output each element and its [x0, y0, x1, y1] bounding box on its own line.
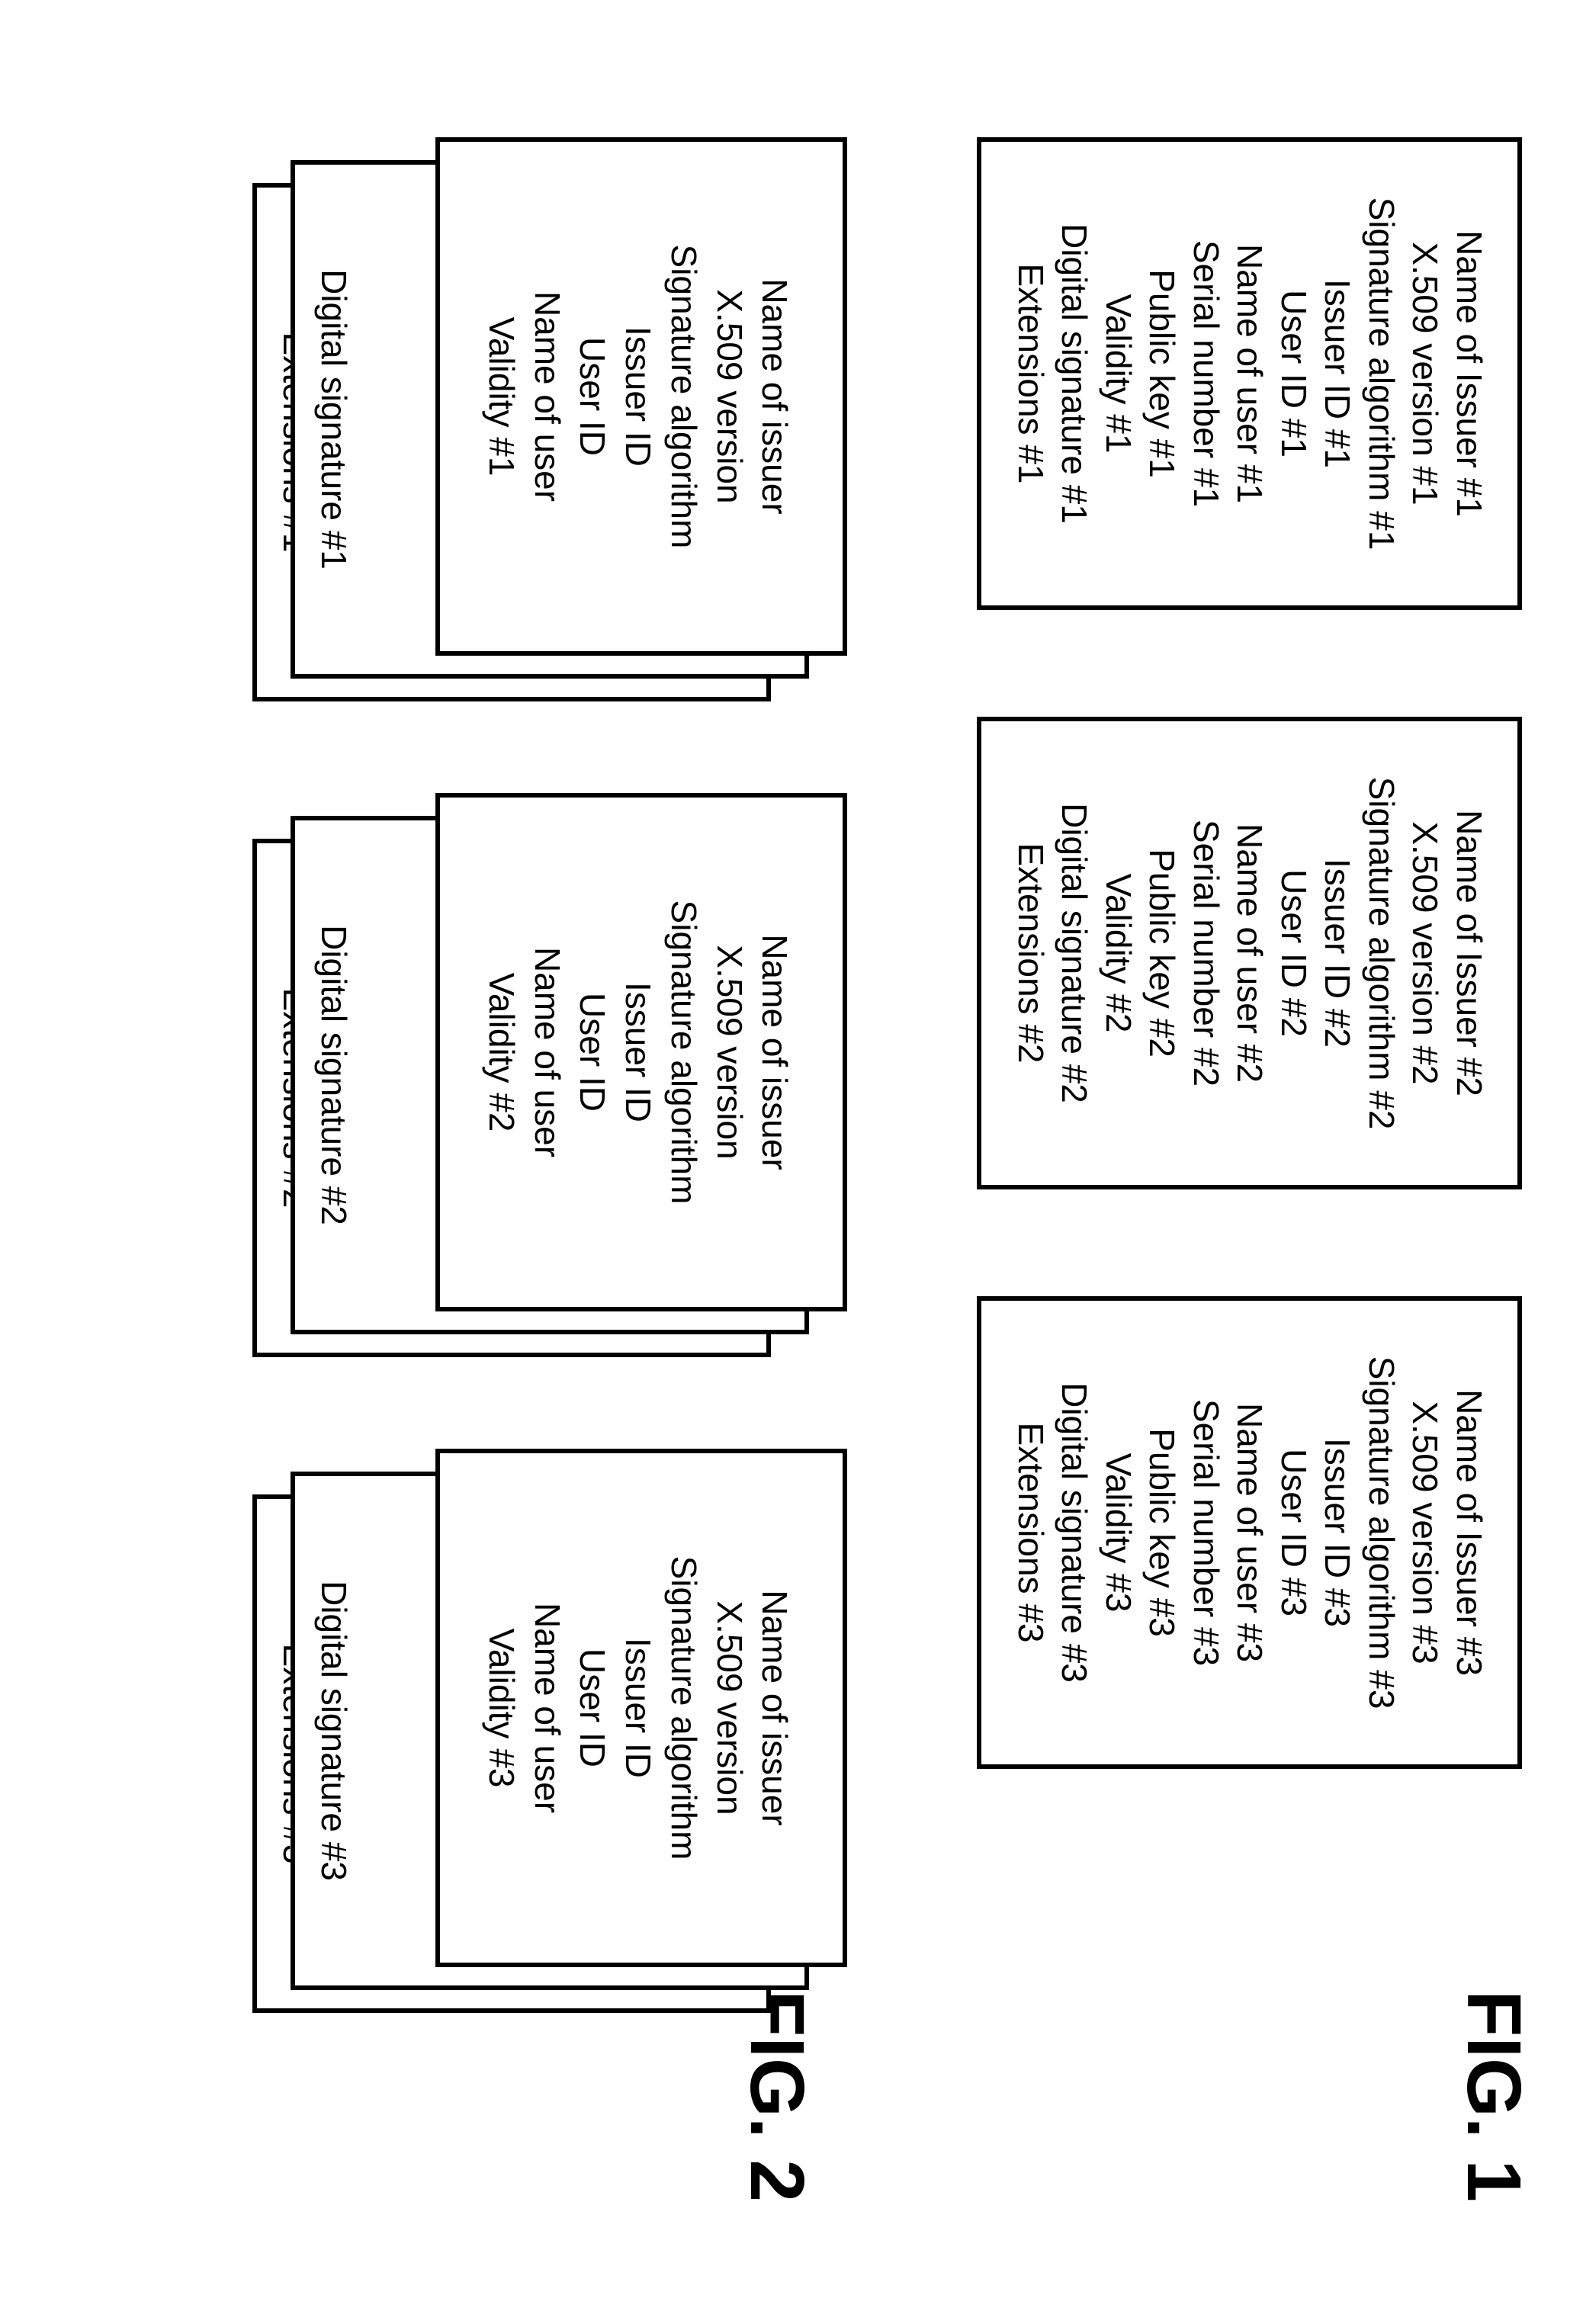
cert-field-line: X.509 version #1 — [1403, 242, 1447, 505]
cert-field-line: Name of user — [524, 1603, 570, 1813]
cert-field-line: Signature algorithm — [660, 1556, 706, 1860]
cert-field-line: User ID #1 — [1272, 290, 1316, 457]
fig2-row: Extensions #1 Digital signature #1 Name … — [253, 137, 848, 2233]
cert-field-line: Validity #3 — [1097, 1453, 1141, 1613]
cert-field-line: Name of issuer — [752, 278, 798, 514]
cert-field-line: Issuer ID #2 — [1315, 859, 1360, 1048]
cert-field-line: Signature algorithm #2 — [1360, 777, 1404, 1130]
cert-field-line: X.509 version — [706, 289, 752, 503]
cert-field-line: X.509 version #3 — [1403, 1401, 1447, 1664]
cert-field-line: User ID #2 — [1272, 869, 1316, 1037]
cert-field-line: Issuer ID — [615, 326, 660, 467]
stack-3-front: Name of issuerX.509 versionSignature alg… — [436, 1449, 848, 1967]
cert-field-line: User ID #3 — [1272, 1449, 1316, 1616]
fig1-row: Name of Issuer #1X.509 version #1Signatu… — [978, 137, 1523, 2233]
certificate-box-3: Name of Issuer #3X.509 version #3Signatu… — [978, 1296, 1523, 1769]
cert-field-line: X.509 version #2 — [1403, 821, 1447, 1084]
cert-field-line: Serial number #1 — [1184, 240, 1228, 507]
diagram-canvas: FIG. 1 Name of Issuer #1X.509 version #1… — [0, 0, 1583, 2324]
cert-field-line: User ID — [570, 337, 615, 456]
cert-field-line: Signature algorithm #3 — [1360, 1356, 1404, 1709]
cert-field-line: Digital signature #1 — [1052, 223, 1097, 524]
cert-field-line: Digital signature #2 — [1052, 803, 1097, 1103]
cert-field-line: X.509 version — [706, 945, 752, 1159]
cert-field-line: Signature algorithm — [660, 900, 706, 1205]
cert-field-line: Serial number #3 — [1184, 1399, 1228, 1666]
cert-field-line: Extensions #2 — [1009, 843, 1053, 1064]
certificate-box-2: Name of Issuer #2X.509 version #2Signatu… — [978, 717, 1523, 1189]
cert-field-line: Validity #1 — [1097, 294, 1141, 454]
cert-field-line: Name of issuer — [752, 1590, 798, 1825]
cert-field-line: User ID — [570, 1648, 615, 1767]
stack-1-front: Name of issuerX.509 versionSignature alg… — [436, 137, 848, 656]
stack-2-front: Name of issuerX.509 versionSignature alg… — [436, 793, 848, 1311]
cert-field-line: Extensions #3 — [1009, 1423, 1053, 1643]
cert-field-line: Extensions #1 — [1009, 264, 1053, 484]
cert-field-line: Public key #1 — [1140, 269, 1184, 478]
cert-field-line: Name of Issuer #1 — [1447, 230, 1491, 517]
cert-field-line: Validity #2 — [478, 973, 524, 1132]
cert-field-line: Public key #3 — [1140, 1428, 1184, 1637]
cert-field-line: Name of user #3 — [1228, 1403, 1272, 1662]
cert-field-line: Name of user #1 — [1228, 244, 1272, 503]
cert-field-line: Digital signature #1 — [311, 269, 357, 570]
figure-1-label: FIG. 1 — [1450, 1990, 1537, 2202]
cert-field-line: Public key #2 — [1140, 849, 1184, 1058]
cert-field-line: Digital signature #2 — [311, 925, 357, 1225]
cert-field-line: Issuer ID #1 — [1315, 279, 1360, 468]
cert-field-line: Digital signature #3 — [1052, 1382, 1097, 1683]
cert-field-line: Validity #1 — [478, 317, 524, 477]
cert-field-line: Signature algorithm #1 — [1360, 197, 1404, 551]
cert-field-line: Validity #2 — [1097, 874, 1141, 1033]
cert-field-line: User ID — [570, 993, 615, 1112]
cert-field-line: Name of Issuer #3 — [1447, 1389, 1491, 1676]
cert-field-line: X.509 version — [706, 1600, 752, 1815]
cert-field-line: Name of user #2 — [1228, 823, 1272, 1083]
cert-field-line: Name of Issuer #2 — [1447, 810, 1491, 1096]
cert-field-line: Issuer ID #3 — [1315, 1438, 1360, 1627]
cert-field-line: Validity #3 — [478, 1629, 524, 1788]
cert-field-line: Serial number #2 — [1184, 820, 1228, 1087]
cert-field-line: Issuer ID — [615, 982, 660, 1122]
certificate-stack-2: Extensions #2 Digital signature #2 Name … — [253, 793, 848, 1372]
certificate-stack-1: Extensions #1 Digital signature #1 Name … — [253, 137, 848, 717]
cert-field-line: Name of user — [524, 947, 570, 1157]
cert-field-line: Name of user — [524, 291, 570, 502]
certificate-box-1: Name of Issuer #1X.509 version #1Signatu… — [978, 137, 1523, 610]
cert-field-line: Digital signature #3 — [311, 1581, 357, 1881]
certificate-stack-3: Extensions #3 Digital signature #3 Name … — [253, 1449, 848, 2028]
cert-field-line: Name of issuer — [752, 934, 798, 1170]
cert-field-line: Issuer ID — [615, 1638, 660, 1778]
cert-field-line: Signature algorithm — [660, 245, 706, 549]
